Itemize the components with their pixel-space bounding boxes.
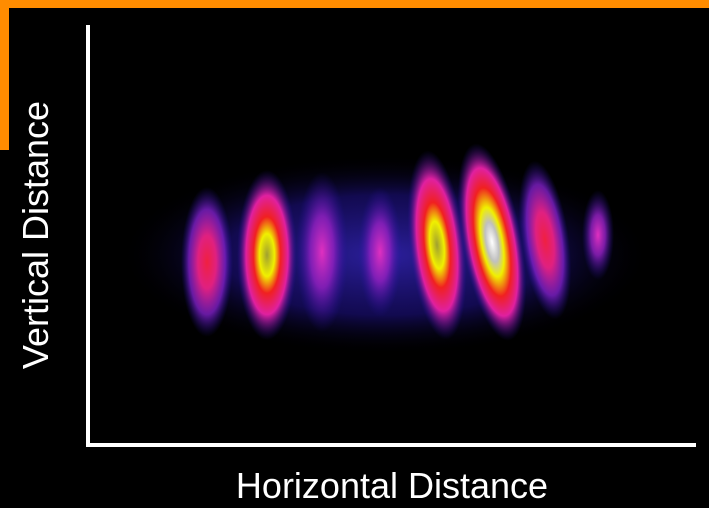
fringe xyxy=(237,170,297,340)
top-accent-bar xyxy=(0,0,709,8)
fringe xyxy=(358,187,402,317)
page: Vertical Distance Horizontal Distance ((… xyxy=(0,0,709,508)
x-axis-label: Horizontal Distance xyxy=(236,465,548,506)
side-accent-bar xyxy=(0,0,9,150)
figure: Vertical Distance Horizontal Distance xyxy=(0,0,709,508)
fringe xyxy=(296,172,348,332)
fringe xyxy=(181,187,233,337)
fringe xyxy=(582,190,614,280)
y-axis-label: Vertical Distance xyxy=(15,101,56,369)
